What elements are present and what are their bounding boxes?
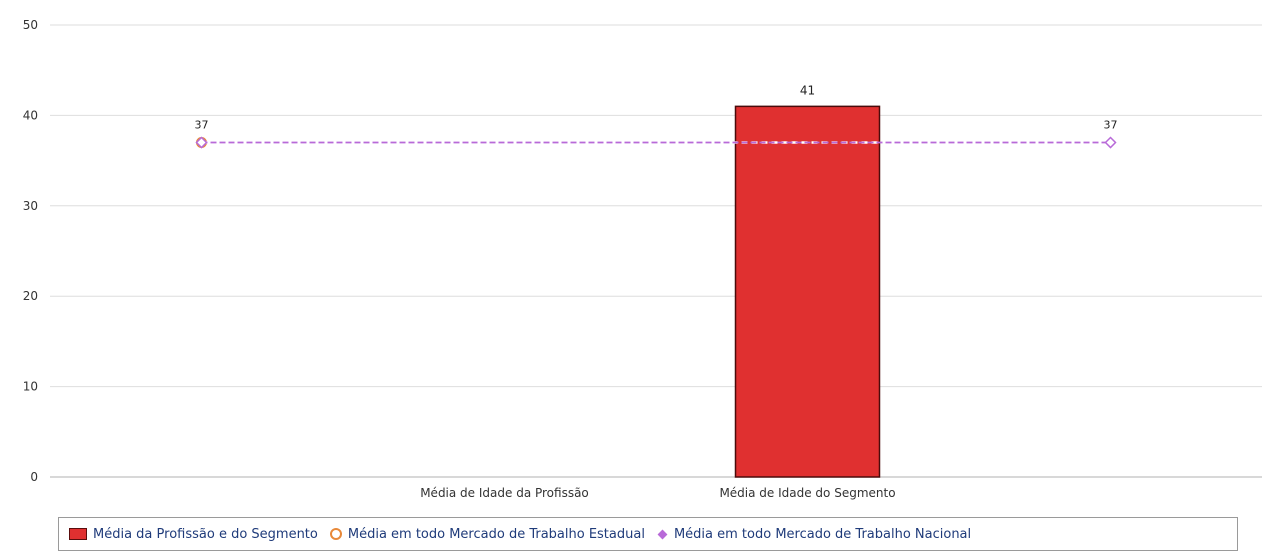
- y-tick-label: 0: [30, 470, 38, 484]
- line-data-label: 37: [1104, 119, 1118, 132]
- circle-marker-icon: [329, 528, 342, 540]
- y-tick-label: 40: [23, 108, 38, 122]
- data-labels: 41 37 37: [195, 83, 1118, 131]
- line-data-label: 37: [195, 119, 209, 132]
- x-axis: Média de Idade da Profissão Média de Idad…: [420, 486, 895, 500]
- bar-swatch-icon: [69, 528, 87, 540]
- diamond-marker: [195, 136, 208, 149]
- legend: Média da Profissão e do Segmento Média e…: [58, 517, 1238, 551]
- legend-item-nacional[interactable]: Média em todo Mercado de Trabalho Nacion…: [657, 527, 971, 542]
- y-tick-label: 30: [23, 199, 38, 213]
- bar: [734, 105, 881, 478]
- bar-data-label: 41: [800, 83, 815, 97]
- legend-label: Média da Profissão e do Segmento: [93, 526, 318, 542]
- y-tick-label: 10: [23, 380, 38, 394]
- diamond-marker-icon: [657, 529, 668, 539]
- y-axis: 0 10 20 30 40 50: [23, 18, 38, 484]
- line-series: [195, 136, 1117, 149]
- y-tick-label: 20: [23, 289, 38, 303]
- x-tick-label: Média de Idade do Segmento: [719, 486, 895, 500]
- grid-lines: [50, 24, 1262, 478]
- bar-series: [734, 105, 881, 478]
- diamond-marker: [1104, 136, 1117, 149]
- y-tick-label: 50: [23, 18, 38, 32]
- legend-item-estadual[interactable]: Média em todo Mercado de Trabalho Estadu…: [329, 526, 645, 542]
- legend-label: Média em todo Mercado de Trabalho Nacion…: [673, 526, 972, 542]
- legend-item-bar[interactable]: Média da Profissão e do Segmento: [69, 527, 318, 542]
- legend-label: Média em todo Mercado de Trabalho Estadu…: [347, 526, 645, 542]
- x-tick-label: Média de Idade da Profissão: [420, 486, 589, 500]
